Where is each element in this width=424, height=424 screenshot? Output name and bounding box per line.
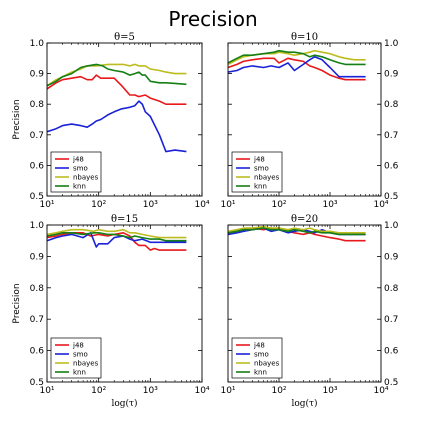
axes-frame <box>227 224 382 383</box>
x-tick-label: 10⁴ <box>194 386 209 396</box>
panel-title: θ=5 <box>114 32 135 43</box>
legend-label: j48 <box>253 156 265 164</box>
series-line-j48 <box>228 57 366 81</box>
x-tick-label: 10⁴ <box>373 200 388 210</box>
series-line-smo <box>47 232 187 248</box>
series-lines <box>47 228 187 251</box>
y-tick-label: 0.7 <box>384 131 398 141</box>
figure-title: Precision <box>168 7 257 31</box>
y-tick-label: 0.9 <box>30 70 45 80</box>
series-lines <box>228 225 366 242</box>
x-tick-label: 10³ <box>322 386 337 396</box>
legend-label: j48 <box>72 156 84 164</box>
legend-label: smo <box>73 165 88 173</box>
panels: 0.5 0.6 0.7 0.8 0.9 1.0 10¹ 10² 10³ 10⁴ θ=5 Precisi… <box>12 32 399 409</box>
y-axis-label: Precision <box>12 283 22 323</box>
y-tick-label: 1.0 <box>30 39 45 49</box>
x-tick-label: 10¹ <box>39 200 54 210</box>
x-tick-label: 10³ <box>143 200 158 210</box>
panel-title: θ=15 <box>111 214 138 225</box>
series-line-nbayes <box>47 63 187 87</box>
series-line-knn <box>47 232 187 242</box>
x-tick-label: 10¹ <box>220 200 235 210</box>
x-axis-label: log(τ) <box>111 398 137 409</box>
series-line-knn <box>228 49 366 66</box>
legend-label: j48 <box>253 342 265 350</box>
y-tick-label: 0.9 <box>30 252 45 262</box>
x-tick-label: 10² <box>271 200 286 210</box>
y-tick-label: 0.5 <box>30 192 44 202</box>
y-tick-label: 0.8 <box>384 100 399 110</box>
x-tick-label: 10² <box>271 386 286 396</box>
panel-2: 0.5 0.6 0.7 0.8 0.9 1.0 10¹ 10² 10³ 10⁴ θ=10 j48smo… <box>220 32 398 210</box>
x-tick-label: 10² <box>91 386 106 396</box>
y-tick-label: 0.5 <box>384 378 398 388</box>
legend-label: knn <box>254 369 267 377</box>
panel-1: 0.5 0.6 0.7 0.8 0.9 1.0 10¹ 10² 10³ 10⁴ θ=5 Precisi… <box>12 32 210 210</box>
y-tick-label: 1.0 <box>384 39 399 49</box>
series-line-nbayes <box>228 225 366 234</box>
x-tick-label: 10¹ <box>220 386 235 396</box>
y-tick-label: 0.9 <box>384 252 399 262</box>
y-tick-label: 0.6 <box>30 161 45 171</box>
legend-label: nbayes <box>254 174 280 182</box>
y-tick-label: 0.5 <box>30 378 44 388</box>
series-line-nbayes <box>47 228 187 239</box>
y-tick-label: 0.6 <box>30 347 45 357</box>
x-tick-label: 10⁴ <box>194 200 209 210</box>
y-tick-label: 0.5 <box>384 192 398 202</box>
y-tick-label: 1.0 <box>30 221 45 231</box>
y-tick-label: 0.6 <box>384 161 399 171</box>
axes-frame <box>227 42 382 197</box>
panel-title: θ=20 <box>291 214 318 225</box>
legend-label: nbayes <box>73 360 99 368</box>
axes-frame <box>46 42 203 197</box>
x-tick-label: 10⁴ <box>373 386 388 396</box>
series-lines <box>47 63 187 153</box>
legend-label: knn <box>73 183 86 191</box>
y-tick-label: 0.9 <box>384 70 399 80</box>
legend-label: nbayes <box>73 174 99 182</box>
panel-4: 0.5 0.6 0.7 0.8 0.9 1.0 10¹ 10² 10³ 10⁴ θ=20 log(τ)… <box>220 214 398 409</box>
legend-label: smo <box>254 351 269 359</box>
series-lines <box>228 49 366 81</box>
legend-label: smo <box>73 351 88 359</box>
y-tick-label: 1.0 <box>384 221 399 231</box>
legend-label: nbayes <box>254 360 280 368</box>
series-line-j48 <box>47 74 187 105</box>
x-tick-label: 10³ <box>143 386 158 396</box>
y-tick-label: 0.7 <box>384 315 398 325</box>
series-line-knn <box>47 63 187 87</box>
legend-label: knn <box>254 183 267 191</box>
legend-label: smo <box>254 165 269 173</box>
legend-label: knn <box>73 369 86 377</box>
y-tick-label: 0.8 <box>30 100 45 110</box>
x-axis-label: log(τ) <box>291 398 317 409</box>
panel-3: 0.5 0.6 0.7 0.8 0.9 1.0 10¹ 10² 10³ 10⁴ θ=15 Precis… <box>12 214 210 409</box>
y-tick-label: 0.7 <box>30 131 44 141</box>
x-tick-label: 10³ <box>322 200 337 210</box>
x-tick-label: 10² <box>91 200 106 210</box>
y-tick-label: 0.8 <box>384 284 399 294</box>
y-tick-label: 0.6 <box>384 347 399 357</box>
series-line-knn <box>228 227 366 236</box>
axes-frame <box>46 224 203 383</box>
y-tick-label: 0.7 <box>30 315 44 325</box>
y-axis-label: Precision <box>12 99 22 139</box>
panel-title: θ=10 <box>291 32 318 43</box>
legend-label: j48 <box>72 342 84 350</box>
series-line-smo <box>47 100 187 153</box>
series-line-smo <box>228 55 366 78</box>
x-tick-label: 10¹ <box>39 386 54 396</box>
y-tick-label: 0.8 <box>30 284 45 294</box>
